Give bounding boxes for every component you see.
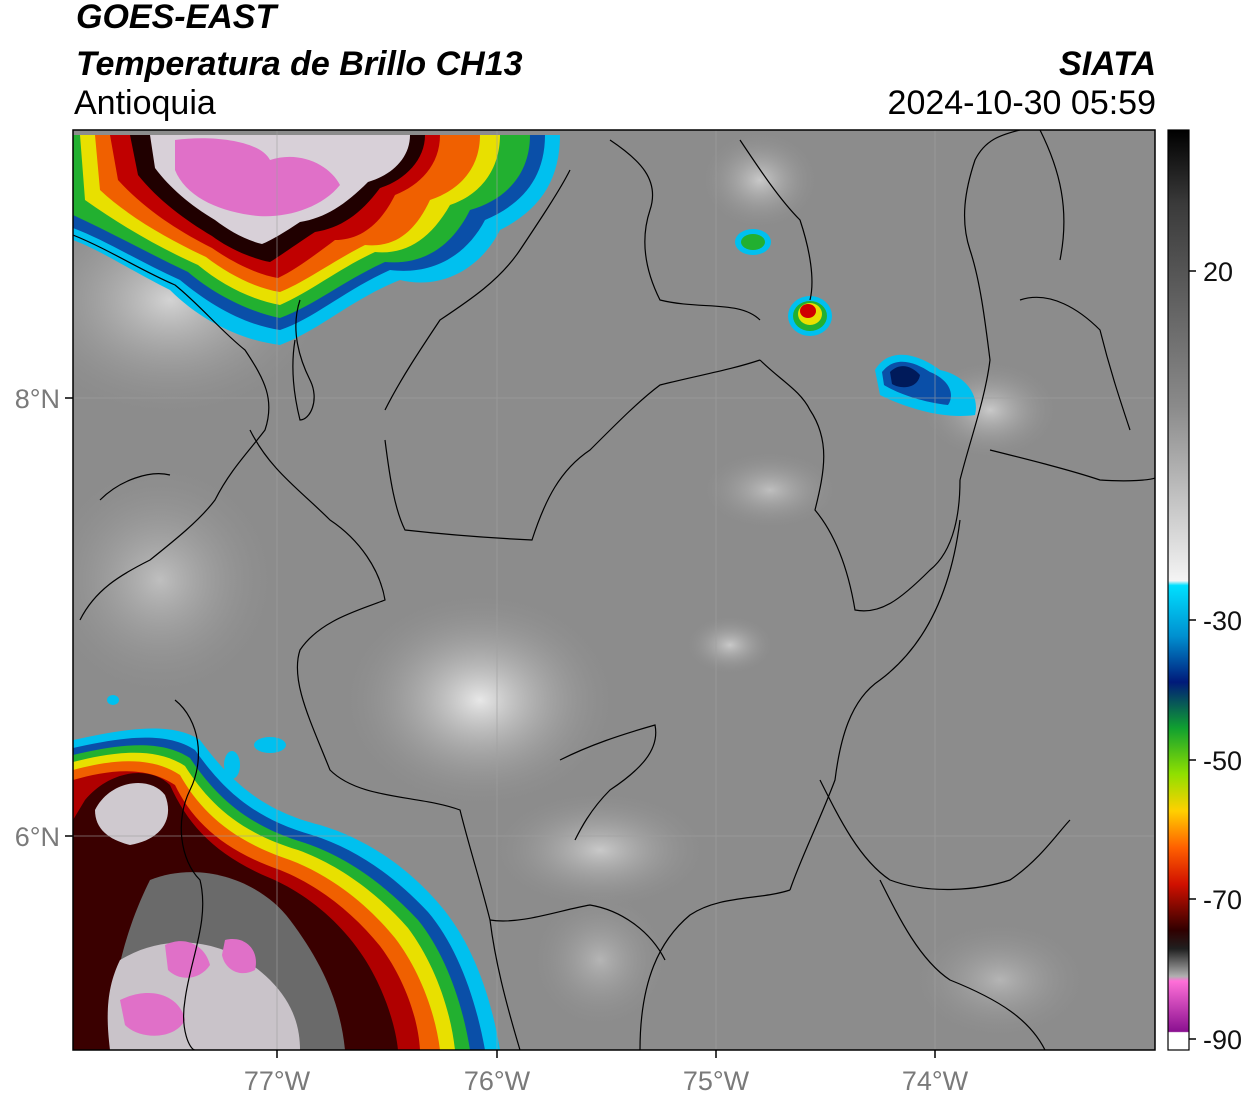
lon-tick-74w: 74°W (902, 1066, 969, 1096)
storm-cells (107, 229, 976, 779)
lon-tick-75w: 75°W (683, 1066, 750, 1096)
product-title: GOES-EAST (76, 0, 277, 36)
map-field (73, 130, 1155, 1050)
colorbar-label-minus50: -50 (1203, 746, 1242, 776)
boundaries (73, 130, 1155, 1050)
lon-tick-76w: 76°W (464, 1066, 531, 1096)
graticule (73, 130, 1155, 1050)
colorbar-label-20: 20 (1203, 257, 1233, 287)
storm-southwest (73, 728, 500, 1050)
colorbar-label-minus70: -70 (1203, 885, 1242, 915)
datetime-label: 2024-10-30 05:59 (887, 84, 1156, 122)
map-frame (72, 129, 1156, 1051)
lat-tick-8n: 8°N (15, 384, 60, 414)
colorbar: 20 -30 -50 -70 -90 (1167, 129, 1242, 1055)
storm-northwest (73, 135, 560, 345)
axis-ticks (65, 397, 936, 1058)
region-label: Antioquia (74, 84, 216, 122)
lon-tick-77w: 77°W (244, 1066, 311, 1096)
lat-tick-6n: 6°N (15, 822, 60, 852)
org-label: SIATA (1059, 45, 1156, 83)
colorbar-label-minus90: -90 (1203, 1025, 1242, 1055)
colorbar-label-minus30: -30 (1203, 606, 1242, 636)
product-subtitle: Temperatura de Brillo CH13 (76, 45, 523, 83)
